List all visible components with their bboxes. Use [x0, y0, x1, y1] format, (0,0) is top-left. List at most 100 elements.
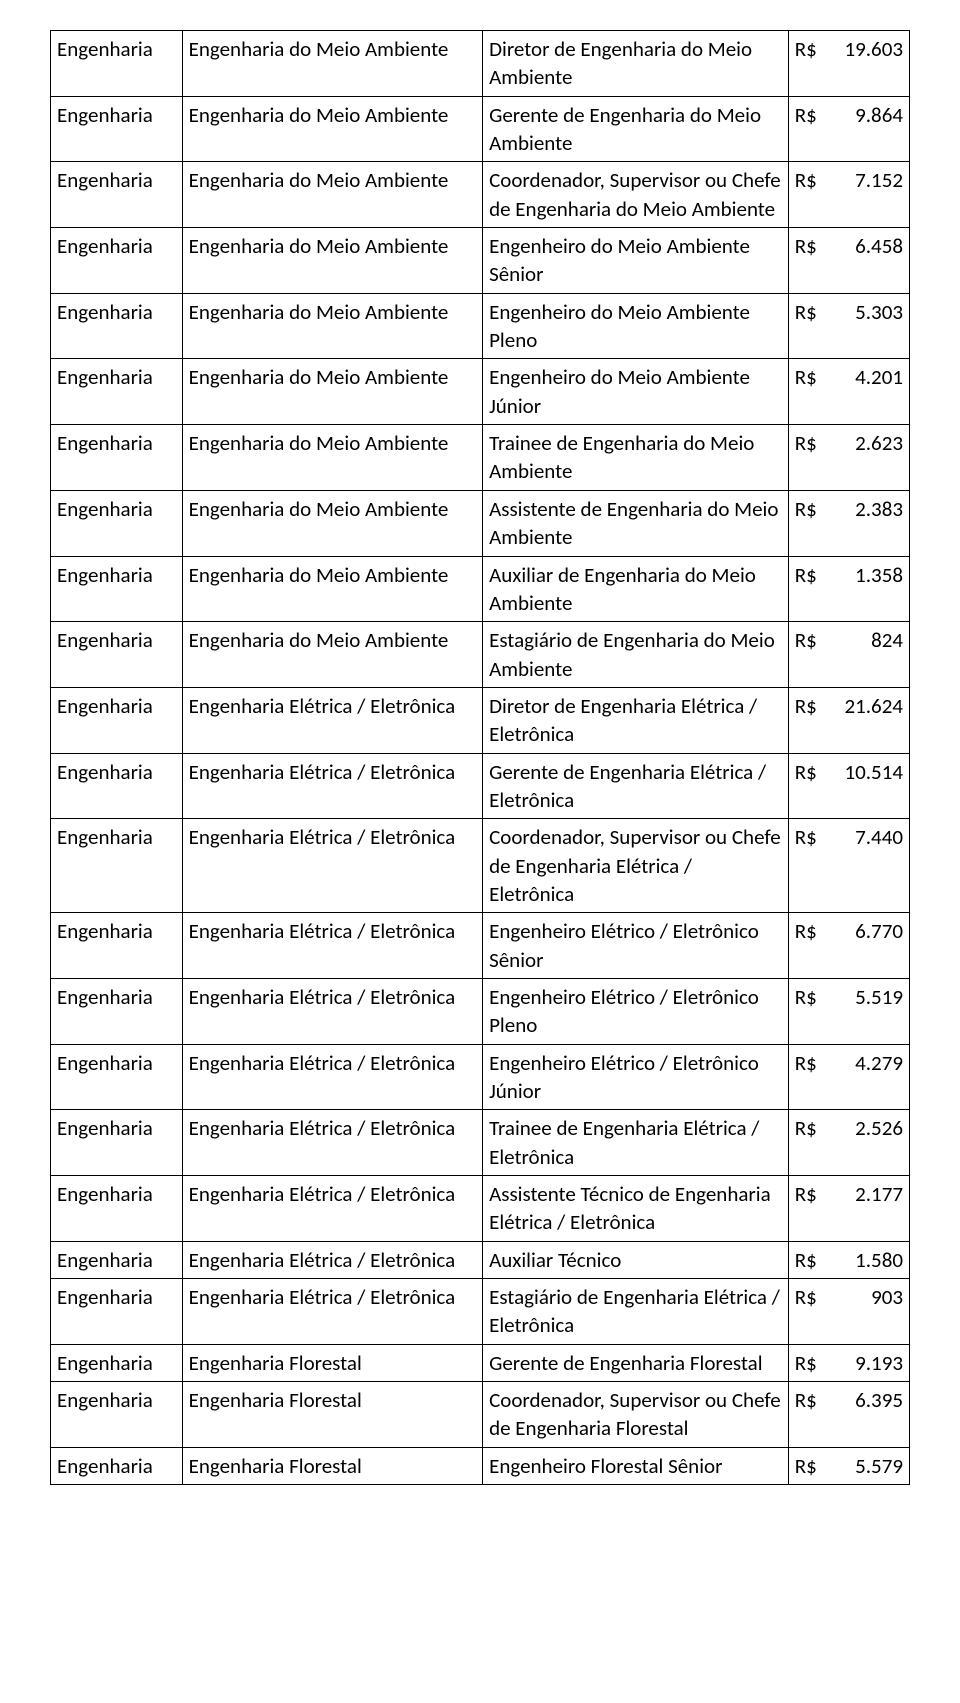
cell-subarea: Engenharia Elétrica / Eletrônica [182, 687, 482, 753]
table-row: EngenhariaEngenharia Elétrica / Eletrôni… [51, 1110, 910, 1176]
table-row: EngenhariaEngenharia Elétrica / Eletrôni… [51, 1279, 910, 1345]
cell-amount: 824 [827, 622, 910, 688]
cell-amount: 2.526 [827, 1110, 910, 1176]
cell-cargo: Gerente de Engenharia Florestal [483, 1344, 789, 1381]
cell-amount: 2.623 [827, 425, 910, 491]
cell-amount: 6.770 [827, 913, 910, 979]
cell-currency: R$ [788, 556, 826, 622]
cell-amount: 10.514 [827, 753, 910, 819]
table-row: EngenhariaEngenharia do Meio AmbienteTra… [51, 425, 910, 491]
cell-currency: R$ [788, 359, 826, 425]
cell-currency: R$ [788, 162, 826, 228]
table-row: EngenhariaEngenharia do Meio AmbienteAux… [51, 556, 910, 622]
table-row: EngenhariaEngenharia FlorestalCoordenado… [51, 1382, 910, 1448]
cell-amount: 2.177 [827, 1176, 910, 1242]
cell-currency: R$ [788, 1382, 826, 1448]
cell-currency: R$ [788, 1279, 826, 1345]
cell-amount: 2.383 [827, 490, 910, 556]
cell-cargo: Engenheiro do Meio Ambiente Júnior [483, 359, 789, 425]
cell-cargo: Coordenador, Supervisor ou Chefe de Enge… [483, 819, 789, 913]
cell-area: Engenharia [51, 1176, 183, 1242]
cell-cargo: Gerente de Engenharia do Meio Ambiente [483, 96, 789, 162]
table-row: EngenhariaEngenharia Elétrica / Eletrôni… [51, 1241, 910, 1278]
table-row: EngenhariaEngenharia do Meio AmbienteEng… [51, 228, 910, 294]
cell-amount: 6.395 [827, 1382, 910, 1448]
cell-cargo: Diretor de Engenharia Elétrica / Eletrôn… [483, 687, 789, 753]
cell-currency: R$ [788, 913, 826, 979]
cell-currency: R$ [788, 978, 826, 1044]
table-row: EngenhariaEngenharia Elétrica / Eletrôni… [51, 687, 910, 753]
table-row: EngenhariaEngenharia FlorestalGerente de… [51, 1344, 910, 1381]
cell-amount: 903 [827, 1279, 910, 1345]
cell-cargo: Coordenador, Supervisor ou Chefe de Enge… [483, 162, 789, 228]
cell-currency: R$ [788, 96, 826, 162]
cell-cargo: Assistente Técnico de Engenharia Elétric… [483, 1176, 789, 1242]
cell-cargo: Engenheiro do Meio Ambiente Pleno [483, 293, 789, 359]
table-row: EngenhariaEngenharia do Meio AmbienteCoo… [51, 162, 910, 228]
cell-amount: 9.864 [827, 96, 910, 162]
cell-currency: R$ [788, 490, 826, 556]
cell-amount: 1.580 [827, 1241, 910, 1278]
table-row: EngenhariaEngenharia Elétrica / Eletrôni… [51, 913, 910, 979]
cell-area: Engenharia [51, 1110, 183, 1176]
cell-area: Engenharia [51, 687, 183, 753]
cell-currency: R$ [788, 1241, 826, 1278]
cell-cargo: Engenheiro do Meio Ambiente Sênior [483, 228, 789, 294]
cell-subarea: Engenharia Florestal [182, 1382, 482, 1448]
cell-currency: R$ [788, 819, 826, 913]
cell-area: Engenharia [51, 162, 183, 228]
cell-area: Engenharia [51, 1241, 183, 1278]
cell-area: Engenharia [51, 622, 183, 688]
table-row: EngenhariaEngenharia Elétrica / Eletrôni… [51, 978, 910, 1044]
cell-amount: 21.624 [827, 687, 910, 753]
cell-currency: R$ [788, 753, 826, 819]
cell-area: Engenharia [51, 978, 183, 1044]
cell-subarea: Engenharia Elétrica / Eletrônica [182, 978, 482, 1044]
cell-currency: R$ [788, 228, 826, 294]
table-row: EngenhariaEngenharia Elétrica / Eletrôni… [51, 819, 910, 913]
cell-currency: R$ [788, 31, 826, 97]
table-row: EngenhariaEngenharia do Meio AmbienteEng… [51, 293, 910, 359]
cell-cargo: Auxiliar Técnico [483, 1241, 789, 1278]
cell-currency: R$ [788, 1447, 826, 1484]
cell-amount: 6.458 [827, 228, 910, 294]
table-row: EngenhariaEngenharia do Meio AmbienteEng… [51, 359, 910, 425]
cell-amount: 5.519 [827, 978, 910, 1044]
cell-cargo: Engenheiro Elétrico / Eletrônico Pleno [483, 978, 789, 1044]
table-row: EngenhariaEngenharia Elétrica / Eletrôni… [51, 1044, 910, 1110]
cell-area: Engenharia [51, 1447, 183, 1484]
cell-subarea: Engenharia Elétrica / Eletrônica [182, 1044, 482, 1110]
cell-amount: 7.440 [827, 819, 910, 913]
table-row: EngenhariaEngenharia Elétrica / Eletrôni… [51, 1176, 910, 1242]
table-row: EngenhariaEngenharia Elétrica / Eletrôni… [51, 753, 910, 819]
cell-cargo: Gerente de Engenharia Elétrica / Eletrôn… [483, 753, 789, 819]
table-row: EngenhariaEngenharia do Meio AmbienteDir… [51, 31, 910, 97]
cell-area: Engenharia [51, 490, 183, 556]
cell-cargo: Estagiário de Engenharia Elétrica / Elet… [483, 1279, 789, 1345]
table-row: EngenhariaEngenharia do Meio AmbienteGer… [51, 96, 910, 162]
cell-subarea: Engenharia Elétrica / Eletrônica [182, 819, 482, 913]
cell-subarea: Engenharia Elétrica / Eletrônica [182, 913, 482, 979]
cell-amount: 1.358 [827, 556, 910, 622]
cell-amount: 4.201 [827, 359, 910, 425]
cell-area: Engenharia [51, 1382, 183, 1448]
cell-subarea: Engenharia do Meio Ambiente [182, 490, 482, 556]
cell-cargo: Trainee de Engenharia do Meio Ambiente [483, 425, 789, 491]
cell-amount: 7.152 [827, 162, 910, 228]
cell-subarea: Engenharia do Meio Ambiente [182, 228, 482, 294]
cell-subarea: Engenharia Elétrica / Eletrônica [182, 753, 482, 819]
cell-cargo: Engenheiro Elétrico / Eletrônico Júnior [483, 1044, 789, 1110]
cell-subarea: Engenharia do Meio Ambiente [182, 96, 482, 162]
cell-cargo: Engenheiro Elétrico / Eletrônico Sênior [483, 913, 789, 979]
cell-amount: 5.303 [827, 293, 910, 359]
cell-subarea: Engenharia do Meio Ambiente [182, 162, 482, 228]
cell-subarea: Engenharia do Meio Ambiente [182, 359, 482, 425]
cell-cargo: Assistente de Engenharia do Meio Ambient… [483, 490, 789, 556]
cell-amount: 9.193 [827, 1344, 910, 1381]
cell-subarea: Engenharia Florestal [182, 1447, 482, 1484]
cell-subarea: Engenharia do Meio Ambiente [182, 556, 482, 622]
cell-subarea: Engenharia Elétrica / Eletrônica [182, 1110, 482, 1176]
cell-cargo: Estagiário de Engenharia do Meio Ambient… [483, 622, 789, 688]
cell-area: Engenharia [51, 228, 183, 294]
cell-subarea: Engenharia Elétrica / Eletrônica [182, 1176, 482, 1242]
